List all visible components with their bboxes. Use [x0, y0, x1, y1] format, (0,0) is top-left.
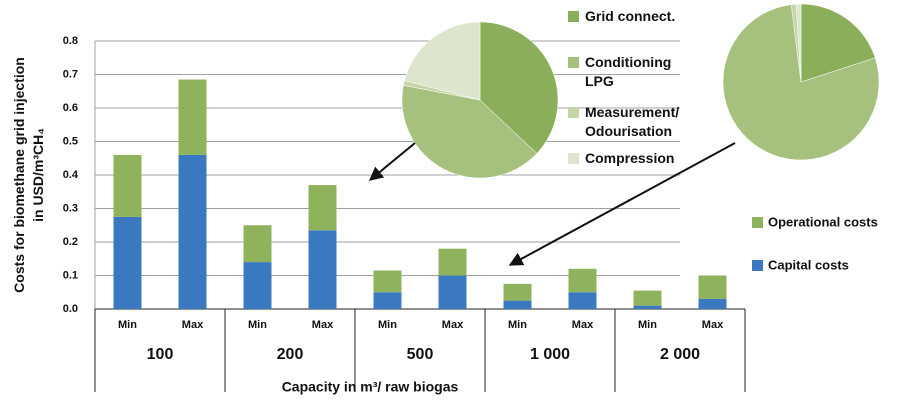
bar-segment	[113, 154, 142, 217]
bar-segment	[373, 292, 402, 309]
pie-slice	[800, 3, 876, 83]
pie-slice	[479, 21, 559, 154]
bar-segment	[373, 270, 402, 293]
legend-label: Operational costs	[768, 214, 878, 229]
arrow	[508, 142, 736, 266]
group-label: 100	[147, 346, 174, 363]
group-label: 500	[407, 346, 434, 363]
x-tick-label: Min	[118, 319, 137, 331]
legend-label: Capital costs	[768, 257, 849, 272]
x-tick-label: Max	[442, 319, 464, 331]
y-axis-title: Costs for biomethane grid injection in US…	[11, 57, 46, 293]
x-tick-label: Min	[378, 319, 397, 331]
bar-segment	[308, 230, 337, 309]
bar-segment	[568, 292, 597, 309]
x-axis-title: Capacity in m³/ raw biogas	[282, 379, 459, 395]
x-tick-label: Min	[508, 319, 527, 331]
y-tick-label: 0.8	[63, 35, 78, 47]
legend-label: Measurement/ Odourisation	[585, 104, 680, 139]
legend-swatch	[568, 153, 579, 164]
bar-segment	[243, 225, 272, 263]
pie-slice	[404, 21, 481, 101]
bar-segment	[568, 268, 597, 293]
x-tick-label: Max	[702, 319, 724, 331]
arrow	[368, 142, 416, 181]
legend-label: Conditioning LPG	[585, 54, 672, 89]
legend-swatch	[568, 11, 579, 22]
bar-segment	[633, 290, 662, 306]
bar-segment	[698, 275, 727, 299]
y-tick-label: 0.2	[63, 236, 78, 248]
bar-segment	[178, 79, 207, 155]
y-tick-label: 0.3	[63, 202, 78, 214]
y-tick-label: 0.0	[63, 303, 78, 315]
y-tick-label: 0.1	[63, 269, 78, 281]
bar-segment	[178, 154, 207, 309]
x-tick-label: Max	[182, 319, 204, 331]
bar-segment	[438, 275, 467, 309]
legend-label: Grid connect.	[585, 8, 676, 24]
bar-segment	[243, 262, 272, 309]
legend-swatch	[752, 260, 763, 271]
x-tick-label: Max	[572, 319, 594, 331]
x-tick-label: Min	[638, 319, 657, 331]
legend-label: Compression	[585, 150, 675, 166]
group-label: 1 000	[530, 346, 570, 363]
pie-slice	[401, 85, 538, 179]
y-axis-title-line: in USD/m³CH₄	[30, 128, 46, 222]
y-axis-title-line: Costs for biomethane grid injection	[11, 57, 27, 293]
bar-segment	[503, 283, 532, 301]
bar-segment	[308, 185, 337, 231]
pie-slice	[722, 4, 880, 161]
bar-segment	[633, 305, 662, 309]
legend-swatch	[568, 57, 579, 68]
x-tick-label: Max	[312, 319, 334, 331]
pie-slice	[795, 3, 802, 83]
bar-segment	[113, 216, 142, 309]
group-label: 200	[277, 346, 304, 363]
bar-segment	[503, 300, 532, 309]
bar-segment	[698, 298, 727, 309]
x-tick-label: Min	[248, 319, 267, 331]
legend-swatch	[568, 107, 579, 118]
bar-segment	[438, 248, 467, 276]
legend-swatch	[752, 217, 763, 228]
y-tick-label: 0.6	[63, 102, 78, 114]
group-label: 2 000	[660, 346, 700, 363]
y-tick-label: 0.5	[63, 135, 78, 147]
y-tick-label: 0.4	[63, 169, 79, 181]
y-tick-label: 0.7	[63, 68, 78, 80]
